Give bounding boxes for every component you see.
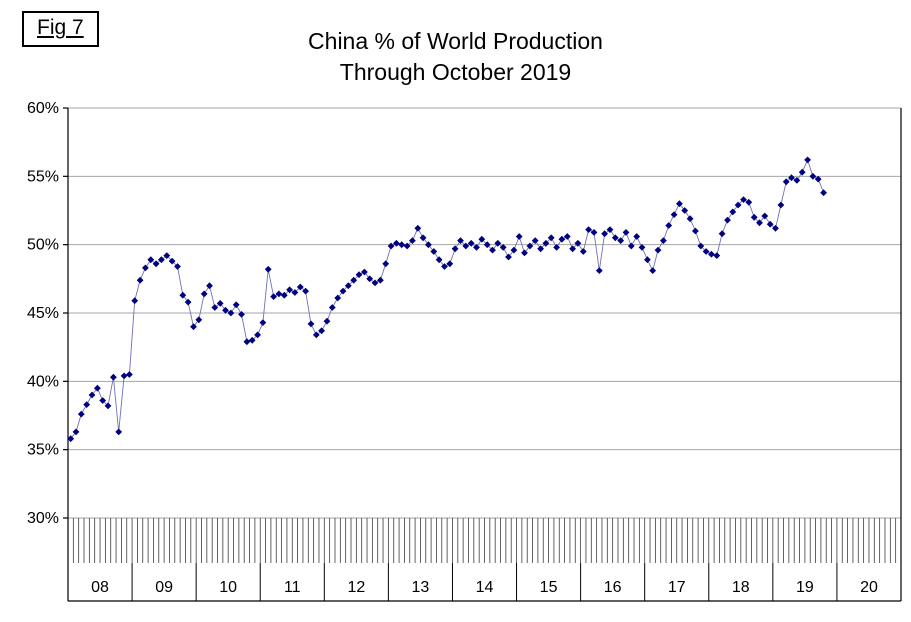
svg-text:15: 15 [540,579,558,596]
chart-title: China % of World Production Through Octo… [0,26,911,88]
svg-text:20: 20 [860,579,878,596]
y-axis-labels: 30% 35% 40% 45% 50% 55% 60% [27,100,59,527]
svg-text:11: 11 [284,579,301,596]
svg-text:19: 19 [796,579,814,596]
svg-text:14: 14 [476,579,494,596]
figure-label-box: Fig 7 [22,11,99,47]
svg-text:50%: 50% [27,237,59,254]
svg-text:16: 16 [604,579,622,596]
data-line [70,158,825,439]
svg-text:60%: 60% [27,100,59,117]
svg-text:10: 10 [219,579,237,596]
svg-text:30%: 30% [27,510,59,527]
svg-text:18: 18 [732,579,750,596]
svg-text:09: 09 [155,579,173,596]
svg-text:45%: 45% [27,305,59,322]
chart-title-line1: China % of World Production [308,28,603,54]
svg-text:13: 13 [412,579,430,596]
svg-text:40%: 40% [27,373,59,390]
svg-text:17: 17 [668,579,686,596]
svg-text:35%: 35% [27,442,59,459]
svg-text:12: 12 [347,579,365,596]
figure-label: Fig 7 [37,16,84,39]
data-points [67,156,827,443]
axes [63,107,902,602]
svg-text:55%: 55% [27,168,59,185]
x-axis-labels: 08 09 10 11 12 13 14 15 16 17 18 19 20 [91,579,878,596]
gridlines [68,107,901,519]
month-ticks [67,518,902,563]
chart-title-line2: Through October 2019 [339,59,572,85]
svg-text:08: 08 [91,579,109,596]
